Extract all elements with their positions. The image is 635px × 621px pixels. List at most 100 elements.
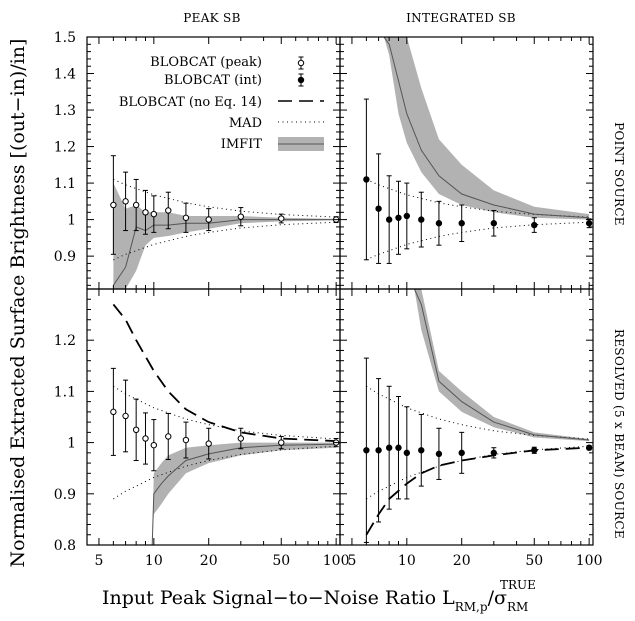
x-axis-label-sup: TRUE — [500, 578, 536, 592]
blobcat-int-point-resolved-int — [375, 447, 382, 454]
x-axis-label-main: Input Peak Signal−to−Noise Ratio L — [102, 587, 455, 609]
blobcat-peak-point-resolved-peak — [132, 426, 140, 433]
imfit-band-resolved-peak — [152, 442, 337, 545]
x-axis-label-sub: RM,p — [455, 600, 488, 614]
y-tick-label: 0.8 — [54, 538, 76, 554]
blobcat-int-point-point-int — [363, 176, 370, 183]
mad-line-resolved-int-3 — [366, 445, 590, 500]
legend-label-int: BLOBCAT (int) — [164, 73, 262, 88]
row-title-point: POINT SOURCE — [612, 122, 626, 226]
x-axis-label: Input Peak Signal−to−Noise Ratio LRM,p/σ… — [102, 587, 528, 614]
y-tick-label: 1.2 — [54, 333, 76, 349]
blobcat-peak-point-point-peak — [132, 201, 140, 209]
imfit-band-resolved-int — [414, 289, 590, 442]
blobcat-int-point-resolved-int — [403, 449, 411, 457]
blobcat-peak-point-point-peak — [205, 216, 212, 223]
y-tick-label: 0.9 — [54, 487, 76, 503]
y-tick-label: 1 — [67, 213, 76, 229]
blobcat-peak-point-point-peak — [278, 215, 285, 222]
blobcat-int-point-resolved-int — [418, 447, 425, 454]
x-tick-label: 20 — [200, 553, 218, 569]
blobcat-peak-point-resolved-peak — [237, 435, 245, 442]
x-tick-label: 5 — [347, 553, 356, 569]
no-eq14-line-resolved-int-1 — [365, 446, 590, 536]
blobcat-int-point-point-int — [385, 216, 393, 223]
y-tick-label: 1 — [67, 436, 76, 452]
y-tick-label: 1.4 — [54, 67, 76, 83]
blobcat-int-point-point-int — [418, 216, 425, 223]
legend-marker-peak — [297, 56, 305, 70]
legend-label-mad: MAD — [229, 116, 262, 131]
blobcat-int-point-resolved-int — [395, 444, 402, 451]
blobcat-int-point-resolved-int — [531, 447, 538, 454]
imfit-line-resolved-peak — [151, 443, 337, 545]
y-tick-label: 1.1 — [54, 384, 76, 400]
imfit-line-resolved-int — [413, 289, 590, 441]
x-tick-label: 50 — [272, 553, 290, 569]
blobcat-int-point-point-int — [531, 221, 538, 229]
mad-line-point-int-2 — [366, 221, 590, 261]
mad-line-point-peak-1 — [113, 178, 337, 218]
blobcat-peak-point-resolved-peak — [205, 440, 212, 447]
x-tick-label: 100 — [576, 553, 603, 569]
y-tick-label: 1.1 — [54, 176, 76, 192]
legend-label-noeq14: BLOBCAT (no Eq. 14) — [119, 95, 262, 110]
blobcat-peak-point-resolved-peak — [122, 412, 129, 420]
y-tick-label: 0.9 — [54, 249, 76, 265]
blobcat-int-point-resolved-int — [585, 444, 593, 451]
blobcat-peak-point-resolved-peak — [182, 436, 190, 444]
blobcat-int-point-resolved-int — [385, 444, 393, 451]
blobcat-peak-point-resolved-peak — [278, 439, 285, 446]
column-title-integrated: INTEGRATED SB — [406, 11, 516, 25]
blobcat-int-point-point-int — [490, 220, 498, 227]
panel-frame-point-int — [339, 36, 594, 290]
x-tick-label: 50 — [525, 553, 543, 569]
blobcat-peak-point-point-peak — [165, 207, 172, 214]
mad-line-point-peak-2 — [113, 221, 337, 261]
blobcat-int-point-resolved-int — [435, 450, 443, 458]
x-tick-label: 10 — [398, 553, 416, 569]
blobcat-peak-point-resolved-peak — [150, 441, 158, 449]
x-axis-label-div-sub: RM — [507, 600, 528, 614]
x-tick-label: 10 — [145, 553, 163, 569]
imfit-band-point-int — [384, 37, 590, 220]
x-tick-label: 5 — [94, 553, 103, 569]
legend: BLOBCAT (peak) BLOBCAT (int) BLOBCAT (no… — [119, 55, 324, 152]
blobcat-int-point-point-int — [458, 220, 465, 227]
no-eq14-line-resolved-peak-1 — [112, 303, 337, 442]
blobcat-int-point-resolved-int — [363, 447, 370, 454]
legend-label-peak: BLOBCAT (peak) — [150, 55, 262, 70]
column-title-peak: PEAK SB — [183, 11, 240, 25]
blobcat-int-point-resolved-int — [458, 449, 465, 457]
blobcat-int-point-point-int — [585, 220, 593, 227]
y-axis-label: Normalised Extracted Surface Brightness … — [7, 39, 29, 568]
blobcat-peak-point-resolved-peak — [165, 433, 172, 440]
legend-label-imfit: IMFIT — [221, 137, 263, 152]
x-tick-label: 20 — [453, 553, 471, 569]
blobcat-peak-point-point-peak — [110, 201, 117, 209]
y-tick-label: 1.5 — [54, 30, 76, 46]
blobcat-int-point-point-int — [375, 205, 382, 212]
blobcat-peak-point-resolved-peak — [110, 408, 117, 416]
imfit-band-point-peak — [113, 183, 337, 289]
y-tick-label: 1.2 — [54, 140, 76, 156]
x-axis-label-div: /σ — [488, 587, 507, 609]
blobcat-int-point-point-int — [435, 220, 443, 227]
blobcat-int-point-resolved-int — [490, 449, 498, 457]
blobcat-peak-point-point-peak — [150, 210, 158, 218]
blobcat-int-point-point-int — [403, 212, 411, 220]
panel-frame-resolved-int — [339, 288, 594, 546]
x-tick-label: 100 — [323, 553, 350, 569]
blobcat-peak-point-point-peak — [182, 214, 190, 221]
blobcat-peak-point-resolved-peak — [142, 435, 149, 442]
imfit-line-point-int — [383, 37, 590, 219]
imfit-line-point-peak — [112, 219, 337, 286]
blobcat-peak-point-point-peak — [142, 209, 149, 216]
y-tick-label: 1.3 — [54, 103, 76, 119]
blobcat-peak-point-point-peak — [237, 213, 245, 220]
legend-marker-int — [297, 73, 305, 87]
blobcat-int-point-point-int — [395, 214, 402, 221]
blobcat-peak-point-point-peak — [122, 198, 129, 205]
mad-line-point-int-1 — [366, 178, 590, 218]
